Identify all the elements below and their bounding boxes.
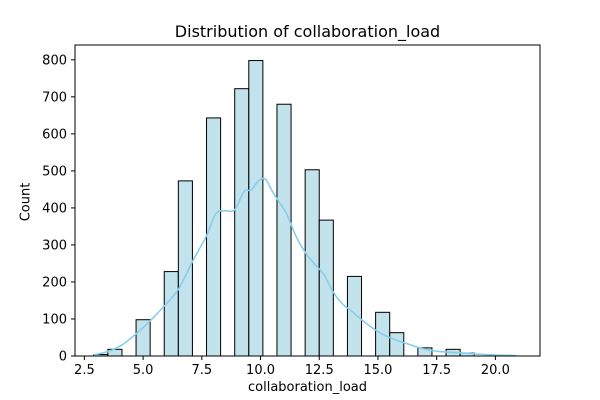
x-axis-label: collaboration_load <box>248 380 367 395</box>
y-tick-label: 200 <box>42 275 67 290</box>
x-tick-label: 17.5 <box>422 363 451 378</box>
histogram-bars <box>93 60 503 357</box>
y-axis-ticks: 0 100 200 300 400 500 600 700 800 <box>42 53 75 365</box>
kde-line <box>93 177 517 357</box>
y-tick-label: 100 <box>42 312 67 327</box>
plot-frame <box>74 44 541 357</box>
histogram-bar <box>234 88 250 357</box>
x-axis-ticks: 2.5 5.0 7.5 10.0 12.5 15.0 17.5 20.0 <box>74 356 510 378</box>
y-tick-label: 0 <box>59 350 67 365</box>
x-tick-label: 15.0 <box>363 363 392 378</box>
chart-title: Distribution of collaboration_load <box>174 22 441 41</box>
x-tick-label: 5.0 <box>133 363 154 378</box>
y-axis-label: Count <box>18 182 34 222</box>
histogram-bar <box>346 275 363 357</box>
x-tick-label: 12.5 <box>305 363 334 378</box>
histogram-bar <box>135 319 151 357</box>
x-tick-label: 20.0 <box>481 363 510 378</box>
y-tick-label: 300 <box>42 238 67 253</box>
kde-curve-group <box>93 177 517 357</box>
x-tick-label: 2.5 <box>74 363 95 378</box>
y-tick-label: 700 <box>42 90 67 105</box>
y-tick-label: 800 <box>42 53 67 68</box>
histogram-bar <box>177 180 193 357</box>
histogram-bar <box>163 271 179 357</box>
y-tick-label: 600 <box>42 127 67 142</box>
histogram-bar <box>389 332 405 357</box>
y-tick-label: 400 <box>42 201 67 216</box>
axes-frame <box>74 44 541 357</box>
x-tick-label: 7.5 <box>191 363 212 378</box>
histogram-bar <box>206 117 222 357</box>
histogram-bar <box>304 169 320 357</box>
y-tick-label: 500 <box>42 164 67 179</box>
x-tick-label: 10.0 <box>246 363 275 378</box>
histogram-bar <box>248 60 264 357</box>
histogram-bar <box>276 103 292 357</box>
